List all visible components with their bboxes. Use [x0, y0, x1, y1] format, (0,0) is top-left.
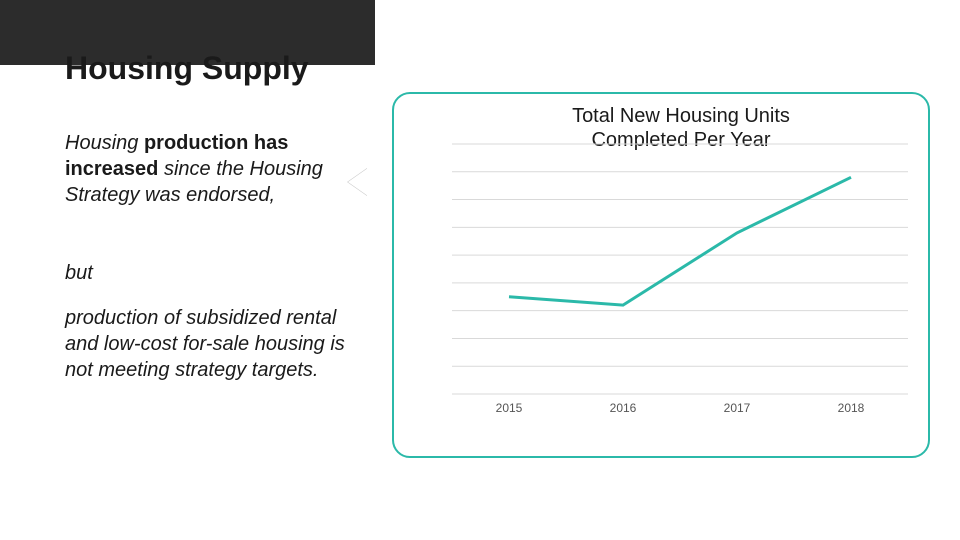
- svg-text:2018: 2018: [838, 401, 865, 414]
- paragraph-2: but: [65, 260, 365, 286]
- svg-text:2015: 2015: [496, 401, 523, 414]
- paragraph-3: production of subsidized rental and low-…: [65, 305, 365, 383]
- p1-prefix: Housing: [65, 132, 144, 154]
- page-title: Housing Supply: [65, 50, 309, 87]
- paragraph-1: Housing production has increased since t…: [65, 130, 365, 208]
- chart-title-line1: Total New Housing Units: [572, 105, 790, 127]
- chart-card: Total New Housing Units Completed Per Ye…: [392, 92, 930, 458]
- chart-plot: 0100200300400500600700800900201520162017…: [452, 134, 918, 414]
- callout-pointer: [348, 168, 368, 196]
- svg-text:2017: 2017: [724, 401, 751, 414]
- svg-text:2016: 2016: [610, 401, 637, 414]
